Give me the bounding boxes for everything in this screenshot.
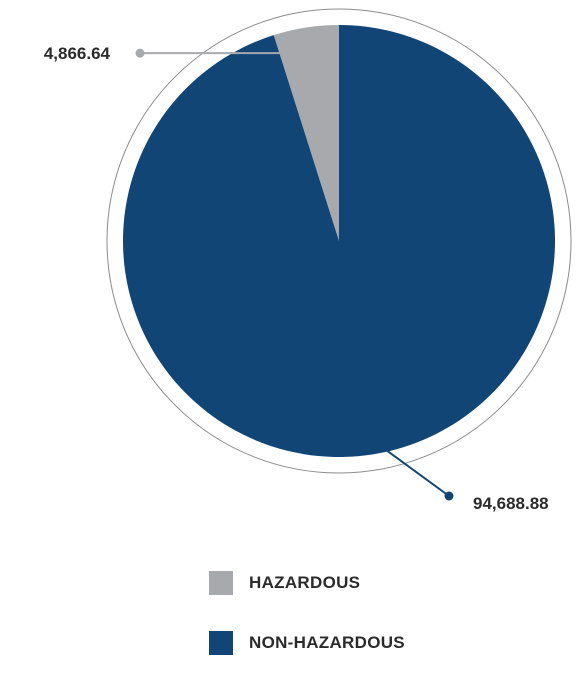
legend: HAZARDOUS NON-HAZARDOUS bbox=[209, 570, 405, 690]
data-label-hazardous: 4,866.64 bbox=[44, 44, 111, 63]
pie-chart: 4,866.64 94,688.88 bbox=[44, 8, 572, 513]
leader-dot-hazardous bbox=[135, 48, 145, 58]
legend-label-hazardous: HAZARDOUS bbox=[249, 573, 361, 592]
legend-swatch-non-hazardous bbox=[209, 631, 233, 655]
legend-item-non-hazardous: NON-HAZARDOUS bbox=[209, 630, 405, 656]
pie-outer-ring bbox=[106, 8, 572, 474]
pie-slice-hazardous bbox=[273, 25, 339, 241]
legend-item-hazardous: HAZARDOUS bbox=[209, 570, 405, 596]
data-label-non-hazardous: 94,688.88 bbox=[473, 494, 549, 513]
legend-label-non-hazardous: NON-HAZARDOUS bbox=[249, 633, 405, 652]
pie-slice-non-hazardous bbox=[123, 25, 555, 457]
leader-dot-non-hazardous bbox=[444, 491, 454, 501]
leader-line-non-hazardous bbox=[385, 448, 450, 497]
legend-swatch-hazardous bbox=[209, 571, 233, 595]
